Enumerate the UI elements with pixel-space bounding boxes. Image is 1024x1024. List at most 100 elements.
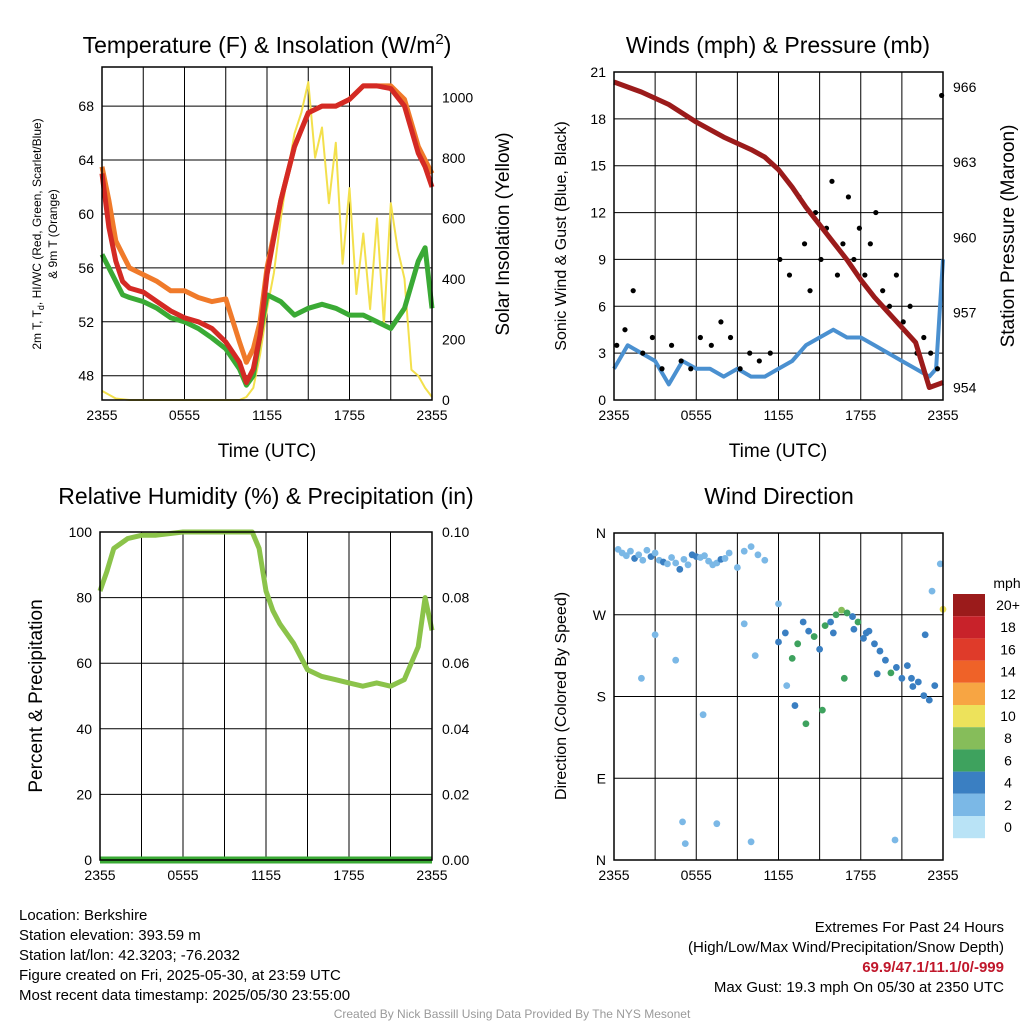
direction-point: [818, 706, 826, 714]
wind-direction-x-tick: 0555: [681, 867, 712, 883]
recent-timestamp-text: Most recent data timestamp: 2025/05/30 2…: [19, 987, 351, 1004]
pressure-line: [613, 79, 944, 390]
direction-point: [740, 547, 748, 555]
gust-point: [851, 256, 857, 263]
direction-point: [725, 549, 733, 557]
humidity-x-tick: 2355: [416, 867, 447, 883]
wind-direction-x-ticks: 2355 0555 1155 1755 2355: [598, 867, 958, 883]
insolation-y-tick: 0: [442, 392, 450, 408]
gust-point: [708, 342, 714, 348]
temperature-frame: [101, 66, 433, 401]
temperature-y-label-line1: 2m T, Td, HI/WC (Red, Green, Scarlet/Blu…: [30, 118, 46, 349]
wind-y-tick: 15: [590, 158, 606, 174]
direction-point: [799, 618, 807, 626]
direction-y-tick: N: [596, 525, 606, 541]
temperature-y-ticks-left: 48 52 56 60 64 68: [78, 98, 94, 384]
max-gust-text: Max Gust: 19.3 mph On 05/30 at 2350 UTC: [713, 979, 1004, 996]
precip-y-tick: 0.00: [442, 852, 469, 868]
gust-point: [818, 256, 824, 263]
winds-frame: [613, 71, 944, 401]
pressure-y-tick: 960: [953, 229, 977, 245]
wind-y-tick: 12: [590, 205, 606, 221]
precip-y-tick: 0.10: [442, 524, 469, 540]
direction-point: [638, 674, 645, 682]
temperature-series-line: [99, 83, 435, 385]
legend-swatch: [953, 682, 985, 705]
gust-point: [630, 288, 636, 294]
temperature-x-tick: 1155: [252, 407, 282, 423]
direction-point: [827, 618, 834, 626]
gust-point: [886, 303, 893, 309]
gust-point: [856, 225, 862, 231]
direction-point: [891, 836, 899, 844]
wind-y-tick: 9: [598, 251, 606, 267]
humidity-y-tick: 100: [69, 524, 93, 540]
direction-y-tick: E: [597, 770, 606, 786]
direction-point: [936, 560, 944, 568]
extremes-values: 69.9/47.1/11.1/0/-999: [862, 959, 1004, 976]
direction-point: [908, 674, 915, 682]
wind-direction-y-label: Direction (Colored By Speed): [553, 592, 570, 800]
wind-direction-points: [614, 543, 947, 848]
direction-point: [699, 711, 707, 719]
extremes-info: Extremes For Past 24 Hours (High/Low/Max…: [688, 918, 1004, 998]
gust-point: [801, 241, 808, 247]
wind-direction-y-ticks: N E S W N: [593, 525, 607, 868]
gust-point: [640, 350, 646, 356]
gust-point: [834, 272, 841, 278]
legend-swatch: [953, 816, 985, 839]
panel-humidity: Relative Humidity (%) & Precipitation (i…: [26, 483, 474, 883]
direction-point: [635, 551, 643, 559]
winds-x-tick: 2355: [927, 407, 958, 423]
direction-point: [920, 692, 928, 699]
direction-point: [754, 551, 762, 559]
direction-point: [887, 669, 895, 677]
winds-y-label: Sonic Wind & Gust (Blue, Black): [553, 121, 570, 350]
humidity-x-tick: 2355: [84, 867, 115, 883]
direction-point: [802, 720, 810, 728]
temperature-x-tick: 2355: [416, 407, 447, 423]
humidity-title: Relative Humidity (%) & Precipitation (i…: [58, 483, 473, 509]
latlon-text: Station lat/lon: 42.3203; -76.2032: [19, 947, 241, 964]
legend-swatch: [953, 771, 985, 794]
direction-point: [850, 625, 858, 633]
extremes-title: Extremes For Past 24 Hours: [814, 919, 1004, 936]
humidity-y-ticks-left: 0 20 40 60 80 100: [69, 524, 93, 868]
wind-y-tick: 3: [598, 345, 606, 361]
gust-point: [921, 334, 927, 341]
direction-point: [747, 543, 755, 551]
temperature-grid: [102, 67, 432, 400]
direction-point: [843, 609, 851, 617]
direction-point: [761, 556, 769, 564]
direction-point: [805, 627, 813, 635]
winds-y-ticks-left: 0 3 6 9 12 15 18 21: [590, 64, 606, 408]
gust-point: [862, 272, 868, 278]
temperature-y-tick: 52: [78, 314, 94, 330]
gust-point: [807, 288, 813, 294]
wind-direction-x-tick: 1155: [763, 867, 793, 883]
direction-point: [862, 629, 870, 637]
gust-point: [777, 256, 783, 263]
wind-direction-x-tick: 2355: [927, 867, 958, 883]
legend-labels: 20+ 18 16 14 12 10 8 6 4 2 0: [996, 597, 1020, 835]
direction-point: [871, 640, 878, 648]
pressure-y-tick: 954: [953, 379, 977, 395]
gust-point: [737, 366, 743, 372]
wind-direction-x-tick: 2355: [598, 867, 629, 883]
temperature-x-tick: 0555: [169, 407, 200, 423]
gust-point: [845, 194, 852, 200]
elevation-text: Station elevation: 393.59 m: [19, 927, 201, 944]
gust-point: [659, 366, 665, 372]
temperature-y-tick: 68: [78, 98, 94, 114]
direction-point: [898, 674, 906, 682]
legend-swatch: [953, 705, 985, 728]
legend-swatch: [953, 594, 985, 617]
temperature-y-tick: 64: [78, 152, 94, 168]
gust-point: [873, 209, 879, 216]
legend-label: 6: [1004, 752, 1012, 768]
gust-point: [747, 350, 753, 356]
winds-x-ticks: 2355 0555 1155 1755 2355: [598, 407, 958, 423]
temperature-title: Temperature (F) & Insolation (W/m2): [83, 31, 452, 58]
gust-point: [727, 334, 734, 341]
direction-point: [860, 634, 867, 642]
